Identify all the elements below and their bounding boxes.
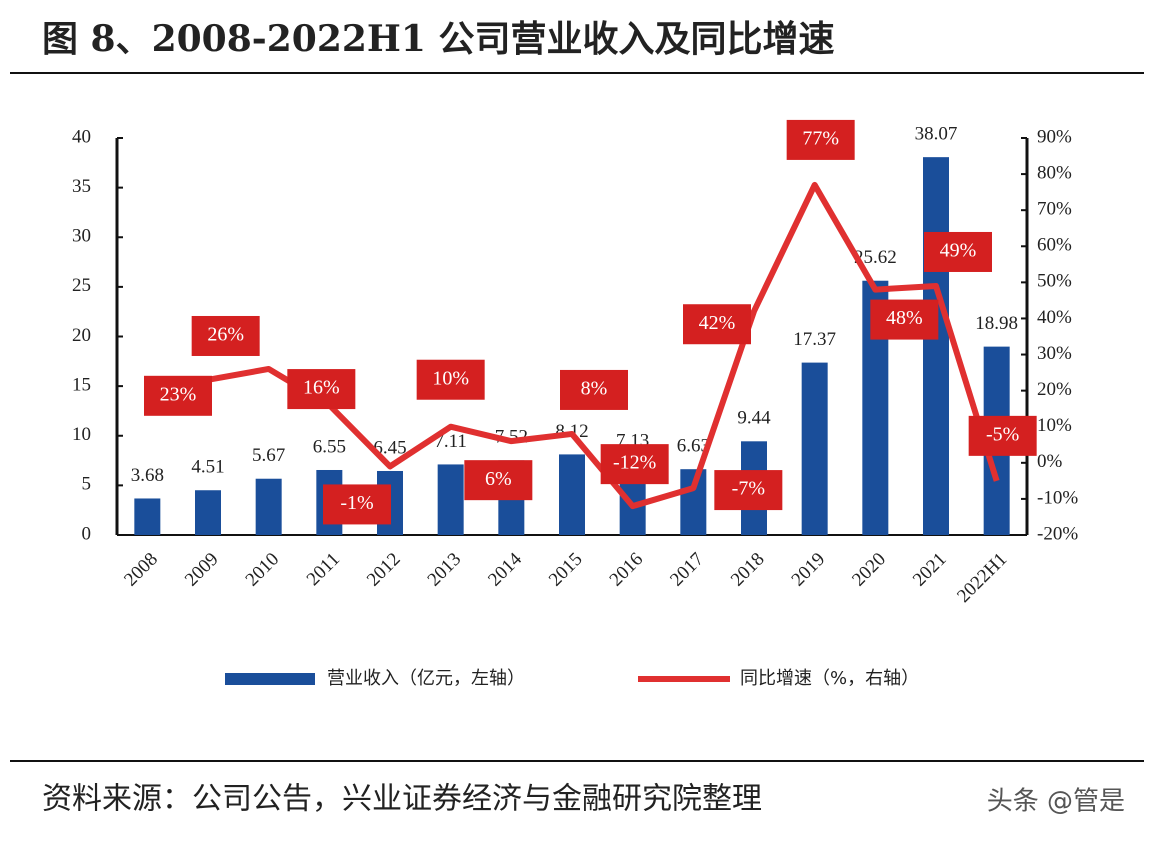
y2-tick-label: 70% [1037,199,1072,220]
legend-label: 同比增速（%，右轴） [740,668,919,689]
watermark: 头条 @管是 [987,787,1125,817]
y-tick-label: 40 [72,126,91,147]
line-value-label: 16% [303,377,340,399]
y2-tick-label: 10% [1037,415,1072,436]
value-label-box [464,460,533,501]
y-tick-label: 10 [72,424,91,445]
value-label-box [968,415,1037,456]
line-value-label: 48% [886,307,923,329]
bar-value-label: 4.51 [191,457,224,478]
bar-value-label: 6.45 [373,437,406,458]
y2-tick-label: 0% [1037,451,1063,472]
line-value-label: -5% [986,423,1019,445]
value-label-box [870,299,939,340]
bar [801,362,828,535]
y2-tick-label: 60% [1037,235,1072,256]
y-tick-label: 25 [72,275,91,296]
value-label-box [786,119,855,160]
value-label-box [287,369,356,410]
bar-value-label: 7.11 [434,431,467,452]
bar-value-label: 25.62 [854,247,897,268]
y2-tick-label: 90% [1037,126,1072,147]
y-tick-label: 15 [72,374,91,395]
bar-value-label: 38.07 [915,124,958,145]
bar [134,498,161,535]
line-value-label: 10% [432,367,469,389]
bar-value-label: 17.37 [793,329,836,350]
y2-tick-label: 30% [1037,343,1072,364]
bar [437,464,464,535]
y2-tick-label: -10% [1037,487,1078,508]
bar-value-label: 6.55 [313,436,346,457]
y-tick-label: 5 [82,474,92,495]
bar-value-label: 9.44 [737,408,771,429]
bar-value-label: 6.63 [677,436,710,457]
y2-tick-label: 20% [1037,379,1072,400]
y-tick-label: 20 [72,325,91,346]
bar [923,157,949,535]
source-note: 资料来源：公司公告，兴业证券经济与金融研究院整理 [42,782,762,817]
line-value-label: 6% [485,468,512,490]
y2-tick-label: 80% [1037,162,1072,183]
bar [255,478,282,535]
line-value-label: 8% [581,378,608,400]
legend-label: 营业收入（亿元，左轴） [327,668,525,689]
line-value-label: 26% [207,324,244,346]
line-value-label: -12% [613,452,656,474]
bar-value-label: 3.68 [131,465,164,486]
y2-tick-label: 40% [1037,307,1072,328]
value-label-box [600,444,669,485]
line-value-label: 42% [699,312,736,334]
y-tick-label: 35 [72,176,91,197]
line-value-label: -7% [732,478,765,500]
bar [195,490,221,535]
bar [559,454,585,535]
value-label-box [191,315,260,356]
value-label-box [560,369,628,410]
value-label-box [416,359,485,400]
line-value-label: 49% [940,240,977,262]
value-label-box [714,470,783,511]
bar-value-label: 5.67 [252,445,285,466]
value-label-box [144,375,212,416]
value-label-box [323,484,391,525]
y-tick-label: 0 [82,523,92,544]
legend-swatch [225,673,315,685]
bar-value-label: 18.98 [975,313,1018,334]
line-value-label: -1% [340,492,373,514]
value-label-box [683,304,751,345]
y-tick-label: 30 [72,226,91,247]
chart-title: 图 8、2008-2022H1 公司营业收入及同比增速 [42,18,835,60]
y2-tick-label: 50% [1037,271,1072,292]
y2-tick-label: -20% [1037,523,1078,544]
line-value-label: 77% [802,128,839,150]
line-value-label: 23% [160,383,197,405]
value-label-box [924,231,992,272]
